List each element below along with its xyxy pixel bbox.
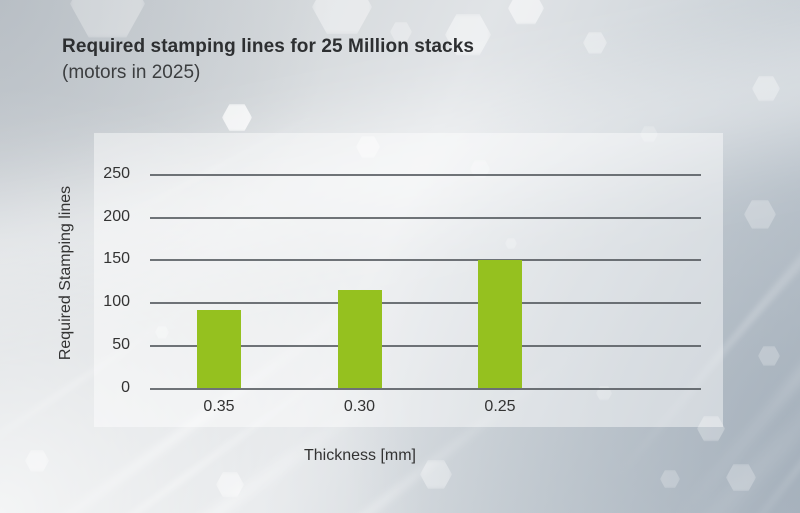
y-axis-title: Required Stamping lines	[57, 185, 74, 361]
x-tick-label: 0.30	[343, 398, 376, 415]
gridline	[150, 344, 701, 347]
chart-header: Required stamping lines for 25 Million s…	[62, 36, 474, 84]
x-tick-label: 0.35	[203, 398, 235, 415]
gridline	[150, 174, 701, 176]
x-axis-title: Thickness [mm]	[303, 447, 416, 464]
y-tick-label: 0	[121, 378, 130, 396]
gridline	[150, 302, 701, 305]
gridline	[150, 259, 701, 262]
y-tick-label: 200	[103, 207, 130, 225]
x-tick-label: 0.25	[484, 398, 516, 415]
y-tick-label: 100	[103, 293, 130, 311]
chart-title: Required stamping lines for 25 Million s…	[62, 36, 475, 57]
y-tick-label: 150	[103, 250, 130, 268]
gridline	[150, 216, 701, 219]
bar	[478, 260, 522, 389]
y-tick-label: 50	[112, 335, 130, 353]
bar	[337, 290, 382, 389]
gridline	[150, 387, 701, 390]
chart-subtitle: (motors in 2025)	[62, 62, 201, 83]
y-tick-label: 250	[103, 165, 130, 182]
bar	[197, 309, 241, 389]
